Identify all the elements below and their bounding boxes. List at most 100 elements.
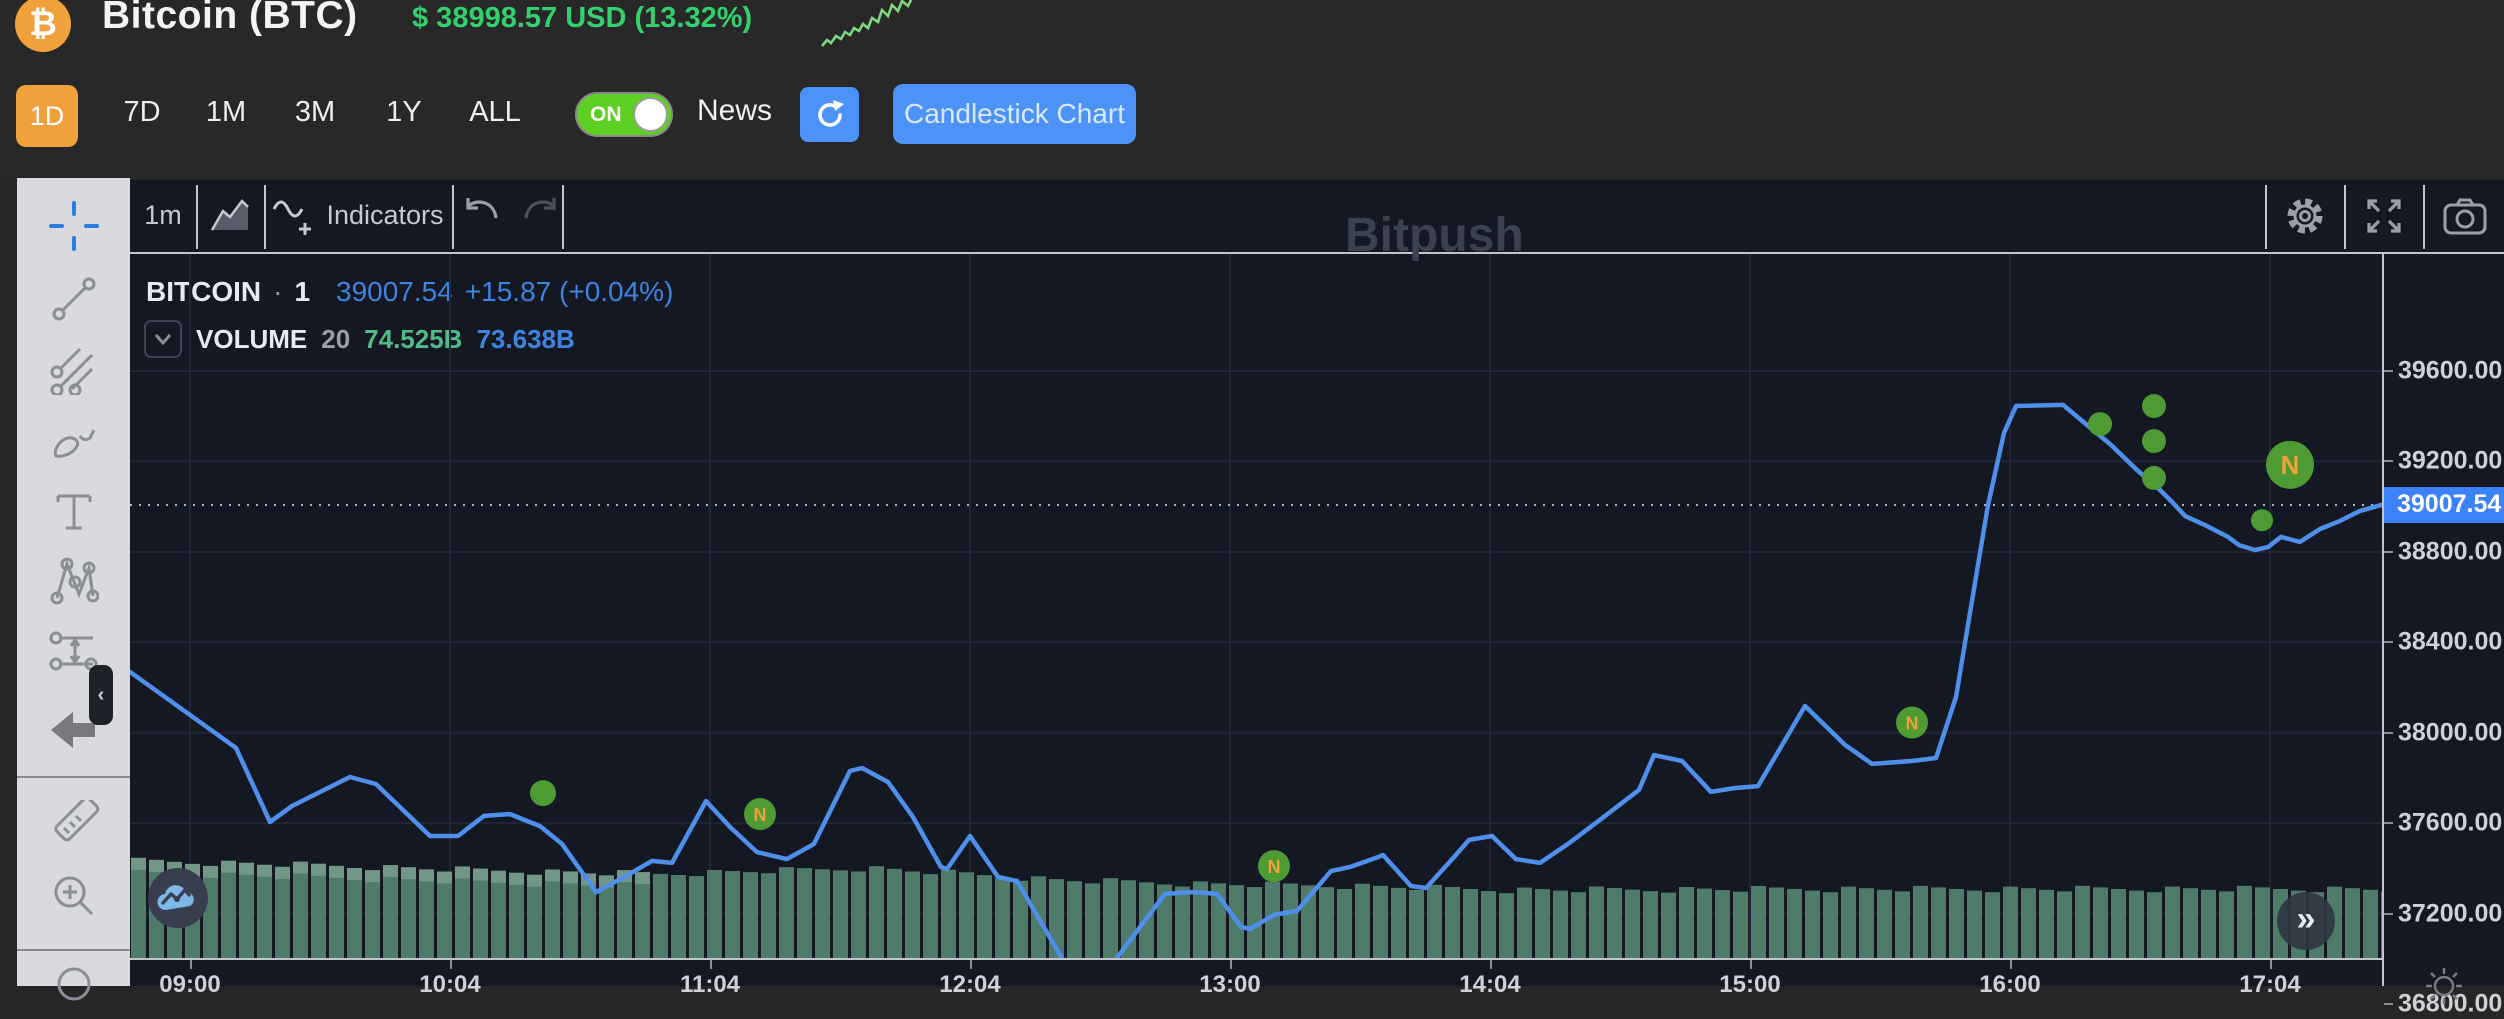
candlestick-chart-button[interactable]: Candlestick Chart — [893, 84, 1136, 144]
magnet-tool-icon[interactable] — [46, 956, 102, 1012]
volume-bar — [2255, 887, 2270, 958]
volume-bar — [833, 870, 848, 958]
ruler-tool-icon[interactable] — [46, 798, 102, 854]
zoom-in-tool-icon[interactable] — [46, 868, 102, 924]
volume-bar — [509, 872, 524, 958]
volume-bar — [2129, 890, 2144, 958]
time-axis-tick — [1230, 960, 1232, 969]
volume-bar — [1625, 889, 1640, 958]
svg-text:N: N — [1906, 714, 1919, 734]
volume-bar — [1877, 889, 1892, 958]
interval-selector[interactable]: 1m — [130, 180, 196, 250]
range-button-3m[interactable]: 3M — [294, 96, 336, 128]
chevron-down-icon[interactable] — [144, 320, 182, 358]
current-price-tag: 39007.54 — [2384, 486, 2504, 523]
news-marker[interactable]: N — [2266, 440, 2314, 489]
text-tool-icon[interactable] — [46, 484, 102, 540]
volume-bar — [1769, 887, 1784, 958]
volume-legend[interactable]: VOLUME 20 74.525B 73.638B — [144, 320, 575, 358]
volume-bar — [1679, 887, 1694, 958]
volume-bar — [2003, 886, 2018, 958]
sidebar-collapse-handle[interactable]: ‹ — [89, 665, 113, 725]
screenshot-button[interactable] — [2438, 192, 2492, 240]
refresh-button[interactable] — [800, 87, 859, 142]
fullscreen-button[interactable] — [2357, 192, 2411, 240]
volume-bar — [1823, 892, 1838, 958]
volume-bar — [1859, 888, 1874, 958]
time-axis-tick — [2010, 960, 2012, 969]
sidebar-divider — [17, 949, 130, 951]
range-button-7d[interactable]: 7D — [123, 96, 161, 128]
news-marker[interactable]: N — [1258, 850, 1290, 883]
volume-bar — [473, 868, 488, 958]
news-marker[interactable]: N — [1896, 706, 1928, 739]
volume-bar — [1931, 887, 1946, 958]
volume-bar — [1661, 892, 1676, 958]
sidebar-divider — [17, 776, 130, 778]
drawing-toolbar — [17, 178, 130, 1001]
time-axis-tick — [710, 960, 712, 969]
time-axis-label: 15:00 — [1719, 971, 1781, 998]
undo-button[interactable] — [460, 194, 510, 238]
volume-bar-cap — [239, 862, 254, 875]
xabcd-pattern-tool-icon[interactable] — [46, 553, 102, 609]
range-button-1y[interactable]: 1Y — [386, 96, 422, 128]
trend-line-tool-icon[interactable] — [46, 271, 102, 327]
range-button-all[interactable]: ALL — [469, 96, 521, 128]
time-axis-label: 16:00 — [1979, 971, 2041, 998]
trend-lines-group-tool-icon[interactable] — [46, 343, 102, 399]
volume-bar — [2183, 888, 2198, 958]
volume-bar — [221, 860, 236, 958]
projection-tool-icon[interactable] — [46, 623, 102, 679]
volume-bar — [581, 873, 596, 958]
volume-bar — [1589, 886, 1604, 958]
volume-bar — [1913, 885, 1928, 958]
volume-bar — [1517, 887, 1532, 958]
bitpush-logo-button[interactable] — [148, 868, 208, 928]
news-toggle[interactable]: ON — [575, 92, 673, 137]
range-button-1m[interactable]: 1M — [205, 96, 247, 128]
chart-style-selector[interactable] — [198, 180, 262, 250]
volume-bar — [1373, 885, 1388, 958]
toolbar-divider — [562, 185, 564, 249]
toolbar-divider — [264, 185, 266, 249]
volume-bar — [1535, 889, 1550, 958]
symbol-legend[interactable]: BITCOIN · 1 39007.54 +15.87 (+0.04%) — [146, 276, 673, 308]
volume-bar — [1967, 890, 1982, 958]
price-chart-canvas[interactable]: N N N N — [130, 254, 2382, 958]
volume-bar — [1427, 884, 1442, 958]
volume-bar-cap — [419, 869, 434, 882]
toolbar-divider — [2265, 185, 2267, 249]
volume-bar-cap — [527, 874, 542, 887]
news-marker[interactable]: N — [744, 798, 776, 831]
volume-bar — [671, 875, 686, 958]
dot-marker — [2251, 509, 2273, 532]
news-toggle-knob[interactable] — [633, 97, 668, 132]
volume-bar — [1193, 881, 1208, 958]
volume-bar — [2219, 891, 2234, 958]
time-axis[interactable]: 09:00 10:04 11:04 12:04 13:00 14:04 15:00 16:00… — [130, 958, 2504, 998]
time-axis-tick — [1750, 960, 1752, 969]
range-button-1d[interactable]: 1D — [16, 85, 78, 147]
brush-tool-icon[interactable] — [46, 414, 102, 470]
redo-button[interactable] — [518, 194, 568, 238]
volume-bar-cap — [563, 871, 578, 884]
axis-corner — [2382, 958, 2504, 1004]
price-axis[interactable]: 39600.00 39200.00 38800.00 38400.00 38000.00… — [2382, 254, 2504, 1018]
volume-bar-cap — [437, 871, 452, 884]
indicators-label: Indicators — [326, 199, 444, 230]
back-arrow-icon[interactable] — [46, 702, 102, 758]
price-line-series — [130, 402, 2382, 958]
volume-bar — [1841, 886, 1856, 958]
volume-bar-cap — [329, 865, 344, 878]
crosshair-tool-icon[interactable] — [46, 198, 102, 254]
price-axis-tick — [2384, 641, 2393, 644]
volume-bar-cap — [293, 861, 308, 874]
indicators-button[interactable]: Indicators — [266, 180, 450, 250]
time-settings-sun-icon[interactable] — [2424, 966, 2464, 1006]
svg-text:N: N — [1268, 857, 1281, 877]
settings-button[interactable] — [2278, 192, 2332, 240]
volume-bar — [599, 875, 614, 958]
scroll-to-latest-button[interactable]: » — [2277, 892, 2335, 950]
volume-bar — [329, 865, 344, 958]
